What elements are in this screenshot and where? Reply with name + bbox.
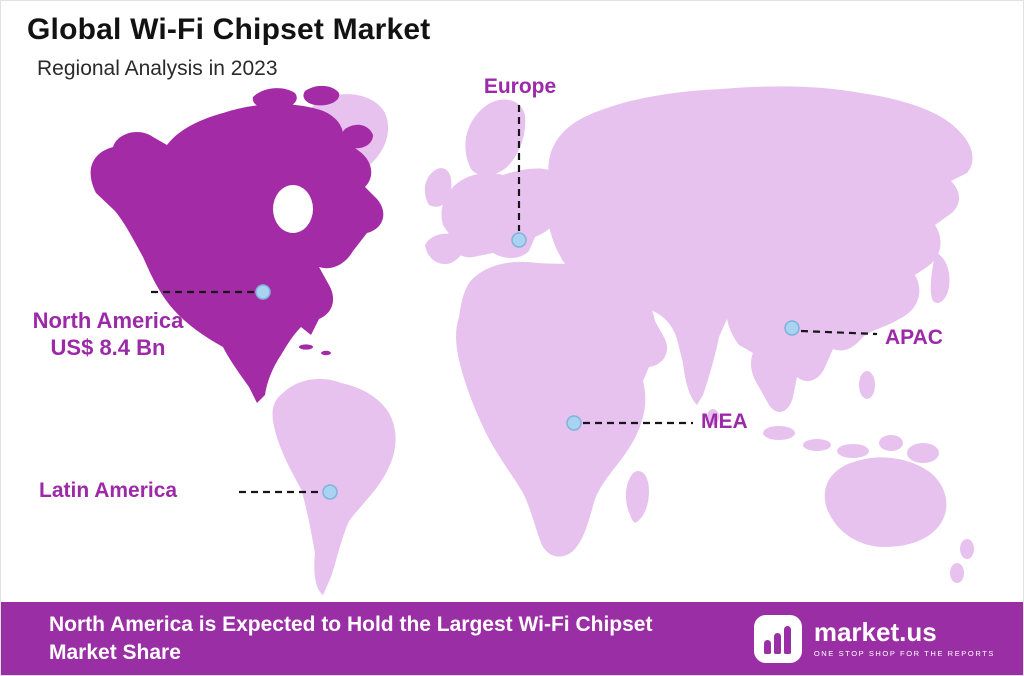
europe-marker-dot	[511, 232, 527, 248]
logo-bar-icon	[784, 625, 792, 654]
page-subtitle: Regional Analysis in 2023	[37, 57, 278, 80]
region-north-america-highlighted	[90, 104, 384, 403]
page-title: Global Wi-Fi Chipset Market	[27, 13, 431, 46]
region-arctic-island-2	[303, 85, 340, 106]
region-new-guinea	[907, 443, 939, 463]
region-new-zealand-north	[960, 539, 974, 559]
region-philippines	[859, 371, 875, 399]
hudson-bay-cutout	[273, 185, 313, 233]
region-java	[803, 439, 831, 451]
logo-bar-icon	[774, 632, 782, 654]
label-latin-america: Latin America	[39, 479, 178, 502]
footer-banner: North America is Expected to Hold the La…	[1, 602, 1023, 675]
apac-marker-dot	[784, 320, 800, 336]
region-australia	[824, 457, 947, 547]
label-north-america: North America US$ 8.4 Bn	[13, 307, 203, 361]
brand-tagline: ONE STOP SHOP FOR THE REPORTS	[813, 649, 995, 658]
region-sri-lanka	[707, 409, 719, 425]
region-scandinavia	[465, 99, 526, 176]
region-borneo	[837, 444, 869, 458]
label-mea: MEA	[701, 410, 748, 433]
region-hispaniola	[321, 350, 331, 356]
region-new-zealand-south	[950, 563, 964, 583]
apac-leader-line	[800, 329, 878, 336]
region-europe	[441, 168, 570, 258]
label-apac: APAC	[885, 326, 943, 349]
label-north-america-name: North America	[32, 308, 184, 333]
region-sumatra	[763, 426, 795, 440]
region-asia	[546, 86, 973, 412]
mea-marker-dot	[566, 415, 582, 431]
region-sulawesi	[879, 435, 903, 451]
brand-text: market.us ONE STOP SHOP FOR THE REPORTS	[814, 619, 995, 658]
region-iberia	[425, 233, 465, 265]
label-north-america-value: US$ 8.4 Bn	[50, 335, 166, 360]
latin-america-marker-dot	[322, 484, 338, 500]
region-arabia	[586, 295, 653, 365]
region-cuba	[299, 344, 313, 350]
label-europe: Europe	[483, 75, 557, 98]
marketus-logo: market.us ONE STOP SHOP FOR THE REPORTS	[753, 614, 995, 663]
north-america-marker-dot	[255, 284, 271, 300]
marketus-logo-icon	[753, 614, 802, 663]
region-madagascar	[625, 471, 649, 523]
region-uk	[424, 168, 452, 207]
brand-name: market.us	[813, 617, 937, 647]
logo-bar-icon	[764, 639, 772, 654]
region-japan	[930, 253, 950, 304]
footer-caption: North America is Expected to Hold the La…	[49, 613, 653, 664]
region-arctic-island-1	[252, 88, 297, 110]
region-arctic-island-3	[341, 124, 373, 149]
